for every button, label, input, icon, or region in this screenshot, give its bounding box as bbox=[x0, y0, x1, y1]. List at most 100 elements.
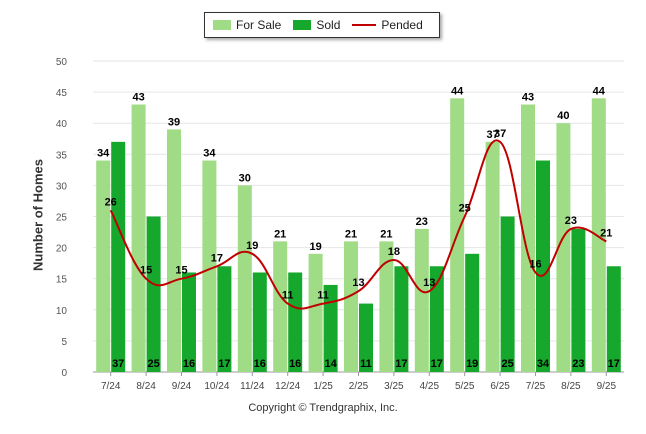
x-tick-label: 9/24 bbox=[172, 381, 192, 392]
label-for-sale: 43 bbox=[522, 92, 534, 104]
x-tick-label: 11/24 bbox=[240, 381, 265, 392]
label-for-sale: 43 bbox=[132, 92, 144, 104]
bar-for-sale bbox=[237, 185, 252, 372]
bar-for-sale bbox=[202, 160, 217, 372]
bar-sold bbox=[359, 303, 373, 372]
bar-for-sale bbox=[485, 141, 500, 372]
y-tick-label: 45 bbox=[56, 88, 68, 99]
legend: For Sale Sold Pended bbox=[204, 12, 440, 38]
y-tick-label: 5 bbox=[61, 337, 67, 348]
y-axis-label: Number of Homes bbox=[30, 159, 46, 271]
y-tick-label: 0 bbox=[61, 368, 67, 379]
label-pended: 11 bbox=[317, 290, 329, 302]
label-sold: 25 bbox=[501, 358, 513, 370]
y-tick-label: 15 bbox=[56, 275, 68, 286]
x-tick-label: 4/25 bbox=[420, 381, 440, 392]
x-tick-label: 1/25 bbox=[313, 381, 333, 392]
bar-sold bbox=[536, 160, 550, 372]
label-for-sale: 23 bbox=[416, 216, 428, 228]
label-pended: 26 bbox=[105, 196, 117, 208]
label-pended: 15 bbox=[175, 265, 187, 277]
label-for-sale: 44 bbox=[593, 85, 606, 97]
bars bbox=[96, 98, 621, 372]
legend-swatch-sold bbox=[293, 20, 312, 30]
y-tick-labels: 0 5 10 15 20 25 30 35 40 45 50 bbox=[56, 57, 68, 379]
label-for-sale: 39 bbox=[168, 116, 180, 128]
label-sold: 11 bbox=[360, 358, 372, 370]
x-tick-label: 8/25 bbox=[561, 381, 581, 392]
x-tick-label: 7/24 bbox=[101, 381, 121, 392]
label-for-sale: 21 bbox=[345, 228, 357, 240]
legend-item-for-sale[interactable]: For Sale bbox=[213, 18, 281, 32]
label-pended: 17 bbox=[211, 252, 223, 264]
x-tick-label: 12/24 bbox=[275, 381, 300, 392]
x-tick-label: 10/24 bbox=[204, 381, 229, 392]
label-pended: 25 bbox=[459, 203, 471, 215]
label-sold: 17 bbox=[395, 358, 407, 370]
bar-sold bbox=[111, 141, 126, 372]
y-axis-label-wrap: Number of Homes bbox=[8, 0, 68, 434]
label-sold: 37 bbox=[112, 358, 124, 370]
bar-for-sale bbox=[521, 104, 535, 372]
bar-for-sale bbox=[131, 104, 146, 372]
bar-for-sale bbox=[167, 129, 181, 372]
x-tick-label: 7/25 bbox=[526, 381, 546, 392]
bar-sold bbox=[500, 216, 515, 372]
bar-sold bbox=[182, 272, 196, 372]
bar-sold bbox=[606, 266, 621, 372]
y-tick-label: 10 bbox=[56, 306, 68, 317]
x-tick-label: 3/25 bbox=[384, 381, 404, 392]
y-tick-label: 30 bbox=[56, 181, 68, 192]
bar-for-sale bbox=[308, 253, 323, 372]
label-sold: 19 bbox=[466, 358, 478, 370]
label-for-sale: 34 bbox=[203, 148, 216, 160]
x-tick-label: 8/24 bbox=[136, 381, 156, 392]
label-pended: 18 bbox=[388, 246, 400, 258]
bar-sold bbox=[571, 228, 586, 372]
label-sold: 14 bbox=[324, 358, 337, 370]
bar-sold bbox=[288, 272, 303, 372]
x-tick-label: 6/25 bbox=[490, 381, 510, 392]
bar-for-sale bbox=[379, 241, 394, 372]
x-tick-label: 2/25 bbox=[349, 381, 369, 392]
data-labels: 34 37 43 25 39 16 34 17 30 16 21 16 19 14 21 11 21 17 23 17… bbox=[97, 85, 620, 370]
label-pended: 13 bbox=[352, 277, 364, 289]
bar-for-sale bbox=[556, 123, 571, 372]
bar-for-sale bbox=[96, 160, 111, 372]
label-sold: 17 bbox=[608, 358, 620, 370]
label-sold: 16 bbox=[254, 358, 266, 370]
legend-label-for-sale: For Sale bbox=[236, 18, 282, 32]
bar-sold bbox=[465, 253, 480, 372]
bar-sold bbox=[146, 216, 161, 372]
legend-item-pended[interactable]: Pended bbox=[352, 18, 423, 32]
pended-line bbox=[109, 139, 607, 310]
label-for-sale: 44 bbox=[451, 85, 464, 97]
x-tick-labels: 7/24 8/24 9/24 10/24 11/24 12/24 1/25 2/25 3/25 4… bbox=[101, 372, 616, 392]
label-pended: 15 bbox=[140, 265, 152, 277]
label-for-sale: 30 bbox=[239, 172, 251, 184]
label-sold: 34 bbox=[537, 358, 550, 370]
bar-sold bbox=[217, 266, 232, 372]
label-sold: 16 bbox=[289, 358, 301, 370]
label-for-sale: 40 bbox=[557, 110, 569, 122]
y-tick-label: 35 bbox=[56, 150, 68, 161]
label-sold: 17 bbox=[218, 358, 230, 370]
label-pended: 37 bbox=[494, 128, 506, 140]
label-pended: 23 bbox=[565, 215, 577, 227]
label-for-sale: 21 bbox=[274, 228, 286, 240]
label-pended: 11 bbox=[282, 290, 294, 302]
pended-series-line bbox=[109, 139, 607, 310]
label-for-sale: 19 bbox=[309, 241, 321, 253]
label-sold: 25 bbox=[147, 358, 159, 370]
label-for-sale: 37 bbox=[486, 129, 498, 141]
label-pended: 19 bbox=[246, 240, 258, 252]
label-for-sale: 21 bbox=[380, 228, 392, 240]
legend-item-sold[interactable]: Sold bbox=[293, 18, 340, 32]
label-pended: 21 bbox=[600, 227, 612, 239]
y-tick-label: 20 bbox=[56, 244, 68, 255]
bar-sold bbox=[394, 266, 409, 372]
legend-label-sold: Sold bbox=[316, 18, 341, 32]
bar-for-sale bbox=[344, 241, 358, 372]
legend-swatch-pended bbox=[352, 24, 377, 26]
